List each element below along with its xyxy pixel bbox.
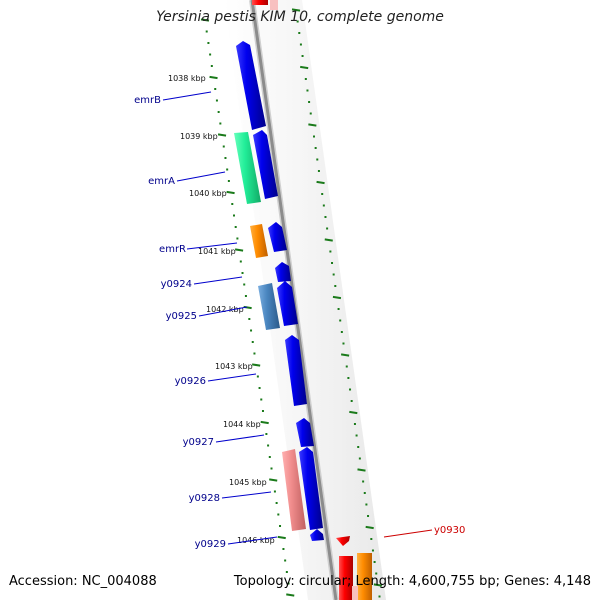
- gene-label-y0928[interactable]: y0928: [189, 493, 220, 504]
- gene-label-y0927[interactable]: y0927: [183, 437, 214, 448]
- gene-label-y0924[interactable]: y0924: [161, 279, 192, 290]
- gene-y0928[interactable]: [299, 447, 323, 530]
- gene-bottom-pale[interactable]: [352, 586, 358, 600]
- gene-y0930[interactable]: [336, 536, 350, 546]
- major-tick: [291, 8, 301, 12]
- topology-label: Topology: circular; Length: 4,600,755 bp…: [233, 574, 591, 589]
- gene-y0929[interactable]: [310, 529, 324, 541]
- gene-emrA[interactable]: [253, 130, 278, 199]
- map-title: Yersinia pestis KIM 10, complete genome: [156, 9, 444, 25]
- major-tick: [209, 75, 218, 80]
- leader-y0924: [193, 276, 243, 285]
- major-tick: [269, 478, 278, 482]
- gene-y0927[interactable]: [296, 418, 314, 447]
- major-tick: [357, 468, 366, 472]
- major-tick: [324, 238, 333, 242]
- gene-emrA-strand[interactable]: [234, 132, 261, 204]
- leader-y0927: [215, 434, 265, 443]
- leader-y0925: [198, 306, 248, 317]
- gene-y0924[interactable]: [275, 262, 291, 282]
- major-tick: [365, 525, 374, 530]
- accession-label: Accession: NC_004088: [9, 574, 157, 589]
- gene-label-y0926[interactable]: y0926: [175, 376, 206, 387]
- major-tick: [349, 410, 358, 415]
- right-tick-ruler: [291, 8, 383, 598]
- major-tick: [200, 18, 210, 22]
- gene-y0928-strand[interactable]: [282, 449, 306, 531]
- major-tick: [308, 123, 317, 127]
- kbp-label: 1045 kbp: [229, 478, 267, 487]
- leader-y0930: [383, 529, 433, 538]
- gene-bottom-red[interactable]: [339, 556, 353, 600]
- gene-emrR[interactable]: [268, 222, 287, 252]
- kbp-label: 1042 kbp: [206, 305, 244, 314]
- gene-label-emrA[interactable]: emrA: [148, 176, 175, 187]
- major-tick: [340, 353, 350, 357]
- leader-y0928: [221, 491, 272, 499]
- leader-y0929: [227, 536, 278, 545]
- gene-top-pink[interactable]: [270, 0, 278, 10]
- gene-emrB[interactable]: [236, 41, 266, 130]
- kbp-label: 1041 kbp: [198, 247, 236, 256]
- gene-top-red[interactable]: [252, 0, 268, 5]
- gene-y0925[interactable]: [277, 281, 298, 326]
- major-tick: [332, 295, 342, 300]
- kbp-label: 1040 kbp: [189, 189, 227, 198]
- major-tick: [234, 248, 244, 252]
- major-tick: [217, 133, 227, 137]
- kbp-label: 1043 kbp: [215, 362, 253, 371]
- gene-labels: emrB emrA emrR y0924 y0925 y0926 y0927 y…: [134, 95, 465, 550]
- gene-features: [234, 0, 372, 600]
- leader-emrA: [176, 171, 226, 182]
- gene-label-leaders: [162, 91, 433, 545]
- leader-y0926: [207, 373, 257, 382]
- gene-label-emrB[interactable]: emrB: [134, 95, 161, 106]
- gene-label-y0929[interactable]: y0929: [195, 539, 226, 550]
- major-tick: [226, 190, 235, 195]
- leader-emrB: [162, 91, 212, 101]
- gene-bottom-orange[interactable]: [357, 553, 372, 600]
- gene-y0926[interactable]: [285, 335, 307, 406]
- major-tick: [373, 583, 383, 587]
- major-tick: [260, 420, 269, 425]
- kbp-label: 1038 kbp: [168, 74, 206, 83]
- left-tick-ruler: [200, 18, 295, 597]
- gene-label-y0925[interactable]: y0925: [166, 311, 197, 322]
- major-tick: [286, 593, 295, 597]
- gene-emrR-strand[interactable]: [250, 224, 268, 258]
- gene-y0925-strand[interactable]: [258, 283, 280, 330]
- leader-emrR: [186, 242, 238, 250]
- gene-label-emrR[interactable]: emrR: [159, 244, 186, 255]
- major-tick: [316, 180, 325, 185]
- major-tick: [300, 65, 309, 70]
- gene-label-y0930[interactable]: y0930: [434, 525, 465, 536]
- kbp-label: 1044 kbp: [223, 420, 261, 429]
- major-tick: [277, 535, 286, 540]
- major-tick: [252, 363, 261, 367]
- kbp-label: 1039 kbp: [180, 132, 218, 141]
